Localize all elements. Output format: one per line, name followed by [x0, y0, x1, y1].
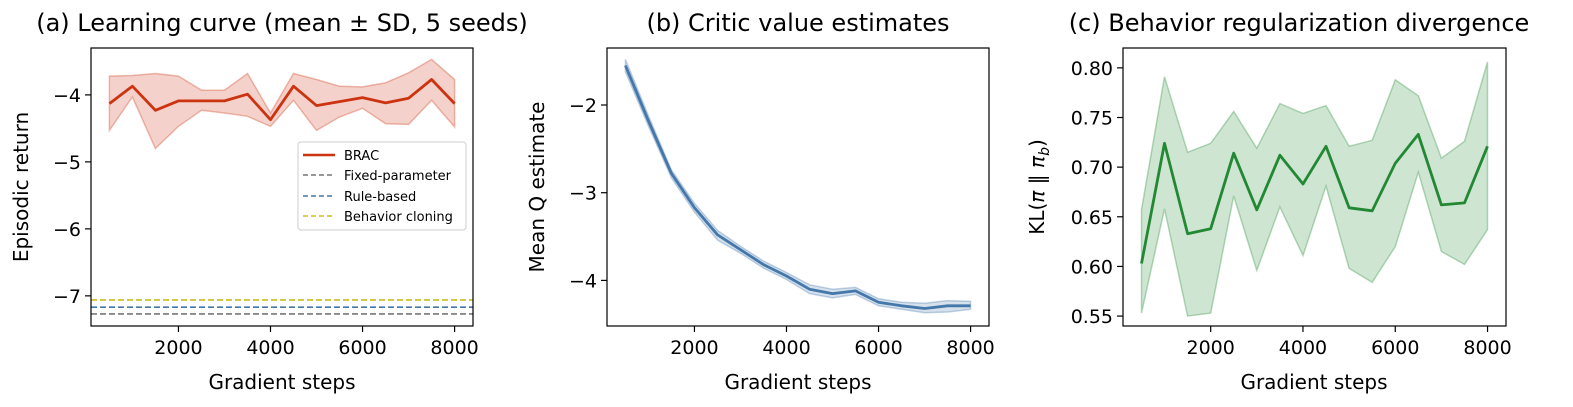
panel-b-frame	[606, 47, 990, 327]
legend-label-fixed-parameter: Fixed-parameter	[344, 169, 452, 184]
panel-c-x-ticks: 2000 4000 6000 8000	[1186, 326, 1512, 359]
panel-b-title: (b) Critic value estimates	[646, 9, 949, 37]
legend-label-brac: BRAC	[344, 149, 379, 164]
panel-c-kl-divergence: (c) Behavior regularization divergence 2…	[1025, 9, 1529, 394]
panel-b-x-tick-label: 2000	[670, 337, 718, 359]
panel-b-x-ticks: 2000 4000 6000 8000	[670, 326, 995, 359]
panel-b-y-tick-label: −4	[569, 270, 597, 292]
panel-a-x-ticks: 2000 4000 6000 8000	[154, 326, 479, 359]
panel-c-series-0-sd-band	[1140, 61, 1489, 317]
panel-c-x-tick-label: 2000	[1186, 337, 1234, 359]
panel-a-x-tick-label: 2000	[154, 337, 202, 359]
panel-c-title: (c) Behavior regularization divergence	[1069, 9, 1530, 37]
panel-a-frame	[90, 47, 474, 327]
panel-a-learning-curve: (a) Learning curve (mean ± SD, 5 seeds) …	[9, 9, 528, 394]
panel-a-legend: BRAC Fixed-parameter Rule-based Behavior…	[297, 141, 467, 231]
panel-b-x-tick-label: 6000	[854, 337, 902, 359]
panel-c-y-label: KL(π ‖ πb)	[1025, 139, 1053, 235]
panel-c-series-0-line	[1140, 132, 1489, 264]
panel-b-critic-values: (b) Critic value estimates 2000 4000 6000 8…	[525, 9, 995, 394]
panel-a-x-tick-label: 8000	[430, 337, 478, 359]
panel-b-x-tick-label: 8000	[946, 337, 994, 359]
panel-c-plot-area	[1140, 61, 1489, 317]
panel-c-y-tick-label: 0.55	[1071, 306, 1113, 328]
panel-a-y-tick-label: −6	[53, 219, 81, 241]
panel-a-y-ticks: −7 −6 −5 −4	[53, 85, 91, 308]
panel-c-y-tick-label: 0.75	[1071, 108, 1113, 130]
panel-c-x-tick-label: 4000	[1279, 337, 1327, 359]
panel-a-plot-area	[91, 58, 473, 315]
panel-c-y-tick-label: 0.65	[1071, 207, 1113, 229]
panel-c-y-ticks: 0.55 0.60 0.65 0.70 0.75 0.80	[1071, 58, 1123, 328]
panel-a-y-tick-label: −7	[53, 286, 81, 308]
panel-b-y-tick-label: −2	[569, 95, 597, 117]
panel-a-x-tick-label: 4000	[246, 337, 294, 359]
legend-label-rule-based: Rule-based	[344, 190, 416, 205]
panel-b-series-0-line	[624, 64, 971, 310]
panel-c-frame	[1122, 47, 1507, 327]
panel-b-y-ticks: −4 −3 −2	[569, 95, 607, 292]
panel-c-y-tick-label: 0.60	[1071, 256, 1113, 278]
panel-a-y-tick-label: −5	[53, 152, 81, 174]
panel-a-title: (a) Learning curve (mean ± SD, 5 seeds)	[36, 9, 528, 37]
panel-b-y-label: Mean Q estimate	[525, 102, 549, 273]
panel-b-plot-area	[624, 59, 972, 314]
panel-c-x-tick-label: 6000	[1371, 337, 1419, 359]
panel-b-x-label: Gradient steps	[724, 370, 871, 394]
panel-c-y-tick-label: 0.70	[1071, 157, 1113, 179]
legend-label-behavior-cloning: Behavior cloning	[344, 210, 453, 225]
panel-b-y-tick-label: −3	[569, 183, 597, 205]
panel-c-y-tick-label: 0.80	[1071, 58, 1113, 80]
panel-a-x-tick-label: 6000	[338, 337, 386, 359]
panel-c-x-tick-label: 8000	[1463, 337, 1511, 359]
panel-a-y-label: Episodic return	[9, 112, 33, 262]
panel-b-x-tick-label: 4000	[762, 337, 810, 359]
panel-a-y-tick-label: −4	[53, 85, 81, 107]
panel-a-x-label: Gradient steps	[208, 370, 355, 394]
panel-b-series-0-sd-band	[624, 59, 972, 314]
panel-c-x-label: Gradient steps	[1240, 370, 1387, 394]
legend-box	[297, 141, 467, 231]
panel-a-series-0-line	[108, 78, 456, 122]
